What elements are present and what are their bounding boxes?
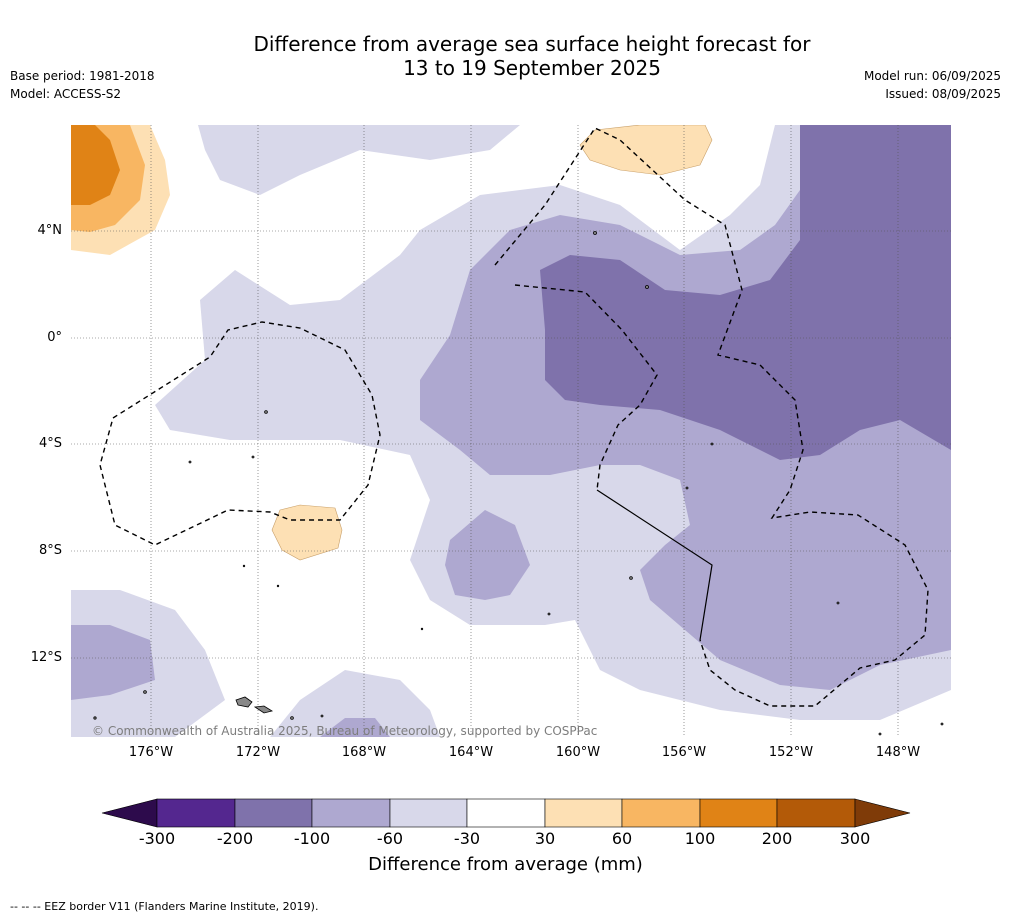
contour-medium-purple-sw — [71, 625, 155, 700]
colorbar-box — [389, 798, 468, 828]
island-dot — [593, 231, 597, 235]
contour-medium-purple-south — [320, 718, 390, 737]
island-dot — [143, 690, 147, 694]
colorbar-extend-low — [101, 798, 158, 828]
lon-label-160w: 160°W — [555, 745, 601, 760]
colorbar-tick: 30 — [534, 829, 556, 848]
meta-right: Model run: 06/09/2025 Issued: 08/09/2025 — [864, 67, 1001, 103]
lat-label-4s: 4°S — [38, 436, 62, 451]
colorbar-box — [234, 798, 313, 828]
title-line-1: Difference from average sea surface heig… — [253, 32, 811, 56]
colorbar-box — [311, 798, 391, 828]
island-savaii — [235, 696, 253, 708]
island-dot — [276, 584, 280, 588]
island-dot — [264, 410, 268, 414]
maritime-boundary-line — [596, 489, 713, 641]
colorbar-box — [776, 798, 856, 828]
island-dot — [290, 716, 294, 720]
lon-label-172w: 172°W — [235, 745, 281, 760]
lat-label-12s: 12°S — [30, 650, 62, 665]
colorbar-tick: 100 — [684, 829, 716, 848]
colorbar-tick: 60 — [611, 829, 633, 848]
island-dot — [93, 716, 97, 720]
colorbar-tick: 200 — [761, 829, 793, 848]
gridlines — [71, 125, 951, 737]
lat-label-8s: 8°S — [38, 543, 62, 558]
colorbar-box — [699, 798, 778, 828]
island-dot — [645, 285, 649, 289]
contour-field — [71, 125, 951, 737]
colorbar — [101, 798, 911, 828]
island-dot — [836, 601, 840, 605]
contour-light-purple-top — [198, 125, 520, 195]
colorbar-tick: -300 — [138, 829, 176, 848]
colorbar-box — [466, 798, 546, 828]
colorbar-tick: -200 — [216, 829, 254, 848]
colorbar-tick: 300 — [839, 829, 871, 848]
eez-border-samoa-tokelau — [99, 321, 381, 546]
model-name: Model: ACCESS-S2 — [10, 87, 122, 101]
contour-light-purple-south — [270, 670, 440, 737]
colorbar-tick: -100 — [293, 829, 331, 848]
map-title: Difference from average sea surface heig… — [0, 32, 1011, 80]
base-period: Base period: 1981-2018 — [10, 69, 155, 83]
island-dot — [251, 455, 255, 459]
contour-tan-south — [271, 504, 343, 561]
meta-left: Base period: 1981-2018 Model: ACCESS-S2 — [10, 67, 155, 103]
lon-label-156w: 156°W — [661, 745, 707, 760]
colorbar-label: Difference from average (mm) — [368, 854, 643, 875]
model-run: Model run: 06/09/2025 — [863, 69, 1001, 83]
contour-medium-purple-island — [445, 510, 530, 600]
eez-footnote: -- -- -- EEZ border V11 (Flanders Marine… — [10, 900, 319, 913]
islands — [93, 231, 944, 736]
island-dot — [710, 442, 714, 446]
colorbar-box — [544, 798, 623, 828]
issued-date: Issued: 08/09/2025 — [885, 87, 1001, 101]
contour-tan-north — [579, 125, 713, 176]
island-dot — [629, 576, 633, 580]
lon-label-164w: 164°W — [448, 745, 494, 760]
eez-borders — [99, 127, 929, 707]
contour-orange-nw — [71, 125, 120, 205]
colorbar-tick: -30 — [453, 829, 481, 848]
island-dot — [188, 460, 192, 464]
colorbar-box — [621, 798, 701, 828]
contour-dark-purple — [540, 125, 951, 460]
lat-label-4n: 4°N — [37, 223, 63, 238]
island-upolu — [253, 705, 274, 714]
island-dot — [320, 714, 324, 718]
eez-border-kiribati — [494, 127, 929, 707]
eez-border-phoenix — [514, 284, 658, 491]
lon-label-152w: 152°W — [768, 745, 814, 760]
island-dot — [685, 486, 689, 490]
island-dot — [878, 732, 882, 736]
island-dot — [420, 627, 424, 631]
lon-label-148w: 148°W — [875, 745, 921, 760]
colorbar-box — [156, 798, 236, 828]
title-line-2: 13 to 19 September 2025 — [403, 56, 661, 80]
copyright-notice: © Commonwealth of Australia 2025, Bureau… — [92, 724, 598, 738]
island-dot — [547, 612, 551, 616]
colorbar-tick: -60 — [376, 829, 404, 848]
colorbar-extend-high — [854, 798, 911, 828]
lon-label-168w: 168°W — [341, 745, 387, 760]
island-dot — [940, 722, 944, 726]
island-dot — [242, 564, 246, 568]
lat-label-0: 0° — [47, 330, 62, 345]
lon-label-176w: 176°W — [128, 745, 174, 760]
